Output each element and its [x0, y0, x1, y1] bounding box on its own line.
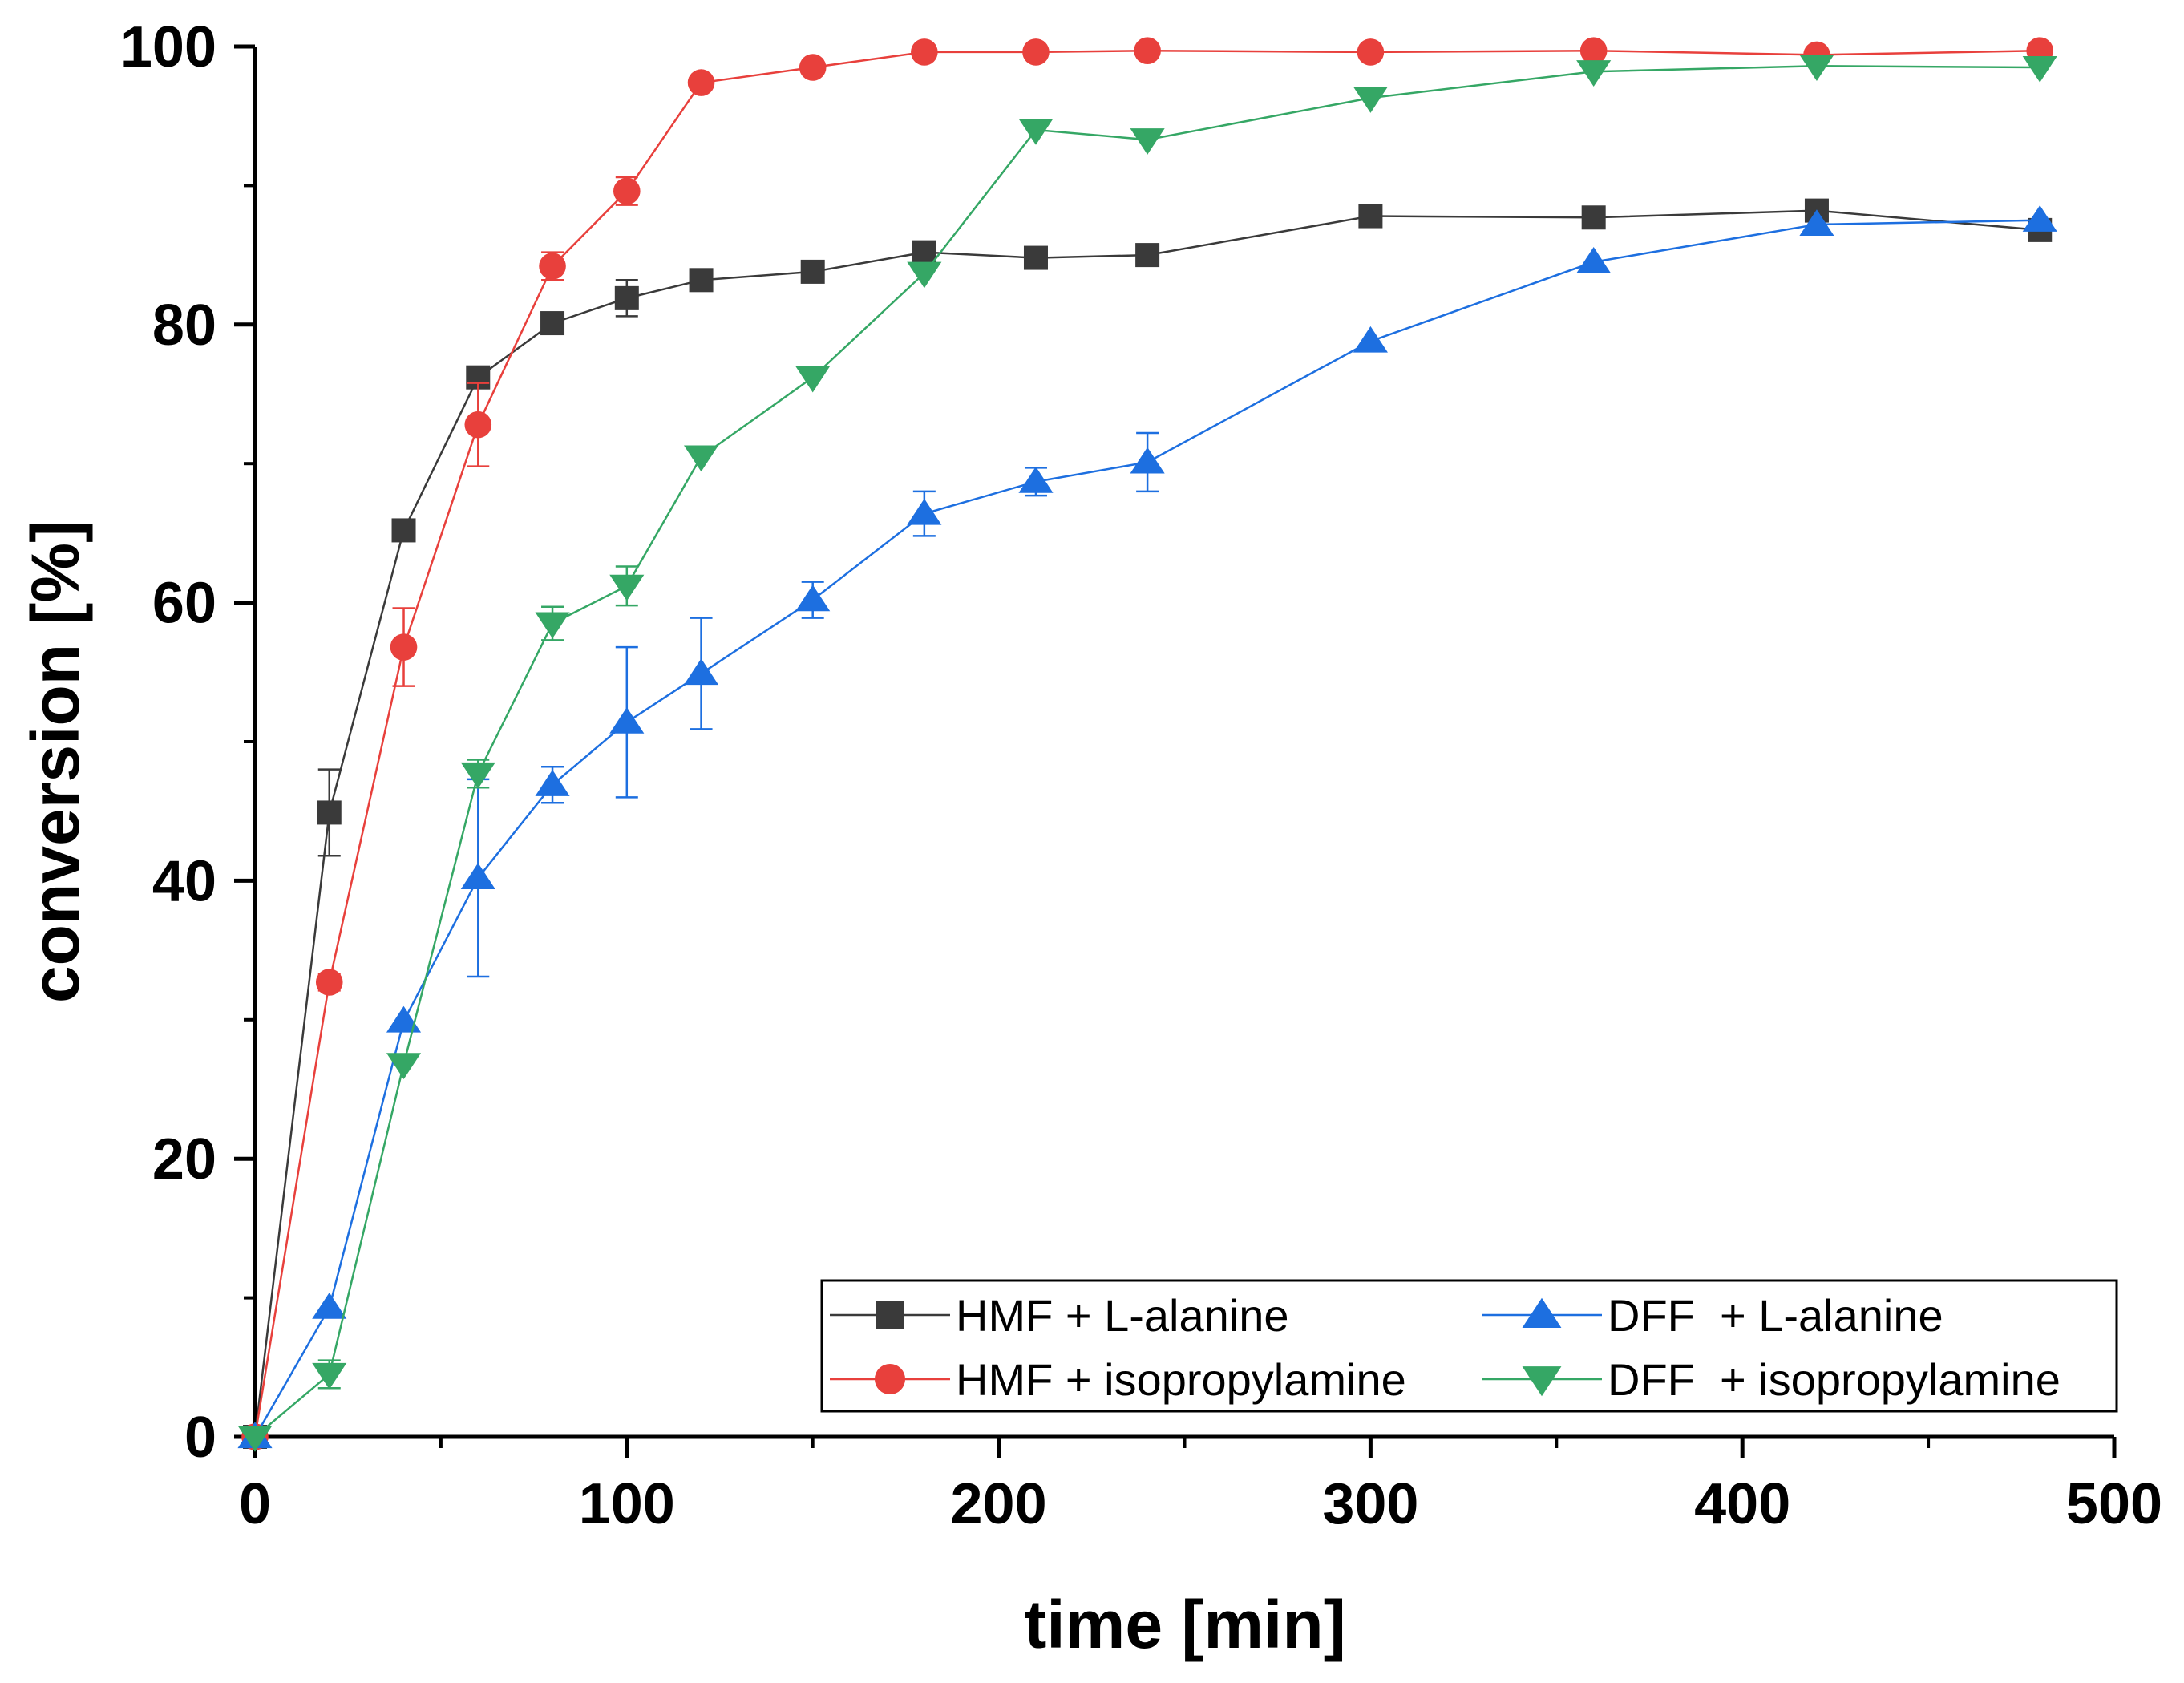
data-point	[683, 658, 719, 686]
data-point	[907, 498, 942, 525]
data-point	[1358, 204, 1383, 229]
data-point	[795, 366, 831, 393]
series-line	[253, 219, 2040, 1438]
data-point	[1130, 447, 1165, 474]
legend-label: HMF + L-alanine	[956, 1290, 1289, 1341]
data-point	[1579, 37, 1608, 65]
data-point	[1799, 209, 1834, 237]
data-point	[2022, 205, 2057, 232]
x-tick-label: 400	[1694, 1472, 1790, 1536]
data-point	[391, 518, 416, 543]
series-1	[243, 198, 2053, 1449]
data-point	[1357, 38, 1385, 66]
data-point	[312, 1292, 347, 1319]
data-point	[2022, 55, 2057, 83]
data-point	[539, 253, 566, 280]
data-point	[1353, 326, 1388, 353]
legend-frame	[820, 1279, 2118, 1413]
data-point	[540, 311, 565, 336]
legend-item: DFF + isopropylamine	[1482, 1354, 2061, 1405]
data-point	[1135, 243, 1160, 268]
x-tick-label: 0	[239, 1472, 271, 1536]
y-tick-label: 40	[152, 849, 216, 913]
data-point	[386, 1053, 422, 1080]
data-point	[1018, 118, 1054, 145]
data-point	[1799, 55, 1834, 82]
data-point	[390, 633, 418, 661]
data-point	[315, 969, 343, 996]
legend: HMF + L-alanine HMF + isopropylamine DFF +…	[820, 1279, 2118, 1413]
data-point	[1581, 205, 1606, 230]
data-point	[795, 585, 831, 612]
legend-label: DFF + isopropylamine	[1608, 1354, 2061, 1405]
data-point	[464, 411, 492, 439]
data-point	[460, 863, 495, 889]
data-point	[1130, 128, 1165, 155]
data-point	[799, 54, 827, 81]
legend-swatch-marker	[1522, 1297, 1562, 1328]
legend-item: HMF + L-alanine	[830, 1290, 1289, 1341]
y-tick-label: 0	[184, 1406, 216, 1470]
y-tick-label: 20	[152, 1127, 216, 1191]
data-point	[613, 177, 641, 205]
series-4	[237, 55, 2057, 1452]
data-point	[386, 1005, 422, 1033]
legend-label: HMF + isopropylamine	[956, 1354, 1406, 1405]
legend-label: DFF + L-alanine	[1608, 1290, 1943, 1341]
x-axis-title: time [min]	[1024, 1587, 1345, 1662]
data-point	[535, 770, 570, 796]
legend-swatch-marker	[876, 1301, 904, 1329]
data-point	[683, 445, 719, 472]
data-point	[911, 38, 938, 66]
data-point	[912, 240, 936, 265]
data-point	[460, 762, 495, 789]
y-tick-label: 60	[152, 572, 216, 636]
axes: 0 100 200 300 400 500 0 20 40 60 80 100	[120, 15, 2162, 1536]
data-point	[1022, 38, 1050, 66]
data-point	[1576, 247, 1612, 273]
data-point	[609, 706, 645, 734]
data-point	[609, 574, 645, 601]
x-tick-label: 100	[579, 1472, 675, 1536]
x-tick-label: 200	[951, 1472, 1047, 1536]
series-group	[237, 37, 2057, 1452]
data-point	[1023, 245, 1048, 270]
data-point	[312, 1362, 347, 1390]
data-point	[907, 261, 942, 289]
data-point	[1018, 466, 1054, 493]
y-axis-title: conversion [%]	[18, 520, 93, 1003]
x-tick-label: 300	[1322, 1472, 1418, 1536]
series-2	[241, 37, 2054, 1450]
data-point	[535, 612, 570, 639]
data-point	[614, 285, 639, 310]
legend-item: DFF + L-alanine	[1482, 1290, 1943, 1341]
data-point	[1353, 87, 1388, 113]
data-point	[1576, 60, 1612, 87]
legend-item: HMF + isopropylamine	[830, 1354, 1406, 1405]
series-line	[253, 209, 2040, 1438]
data-point	[317, 800, 342, 825]
y-tick-label: 100	[120, 15, 216, 79]
legend-swatch-marker	[1522, 1366, 1562, 1397]
data-point	[1134, 37, 1161, 65]
y-tick-label: 80	[152, 293, 216, 358]
data-point	[689, 268, 714, 293]
legend-swatch-marker	[874, 1363, 906, 1395]
data-point	[800, 259, 825, 284]
x-tick-label: 500	[2066, 1472, 2162, 1536]
series-3	[237, 205, 2057, 1449]
data-point	[687, 69, 715, 96]
data-point	[237, 1425, 273, 1452]
series-line	[254, 65, 2040, 1438]
